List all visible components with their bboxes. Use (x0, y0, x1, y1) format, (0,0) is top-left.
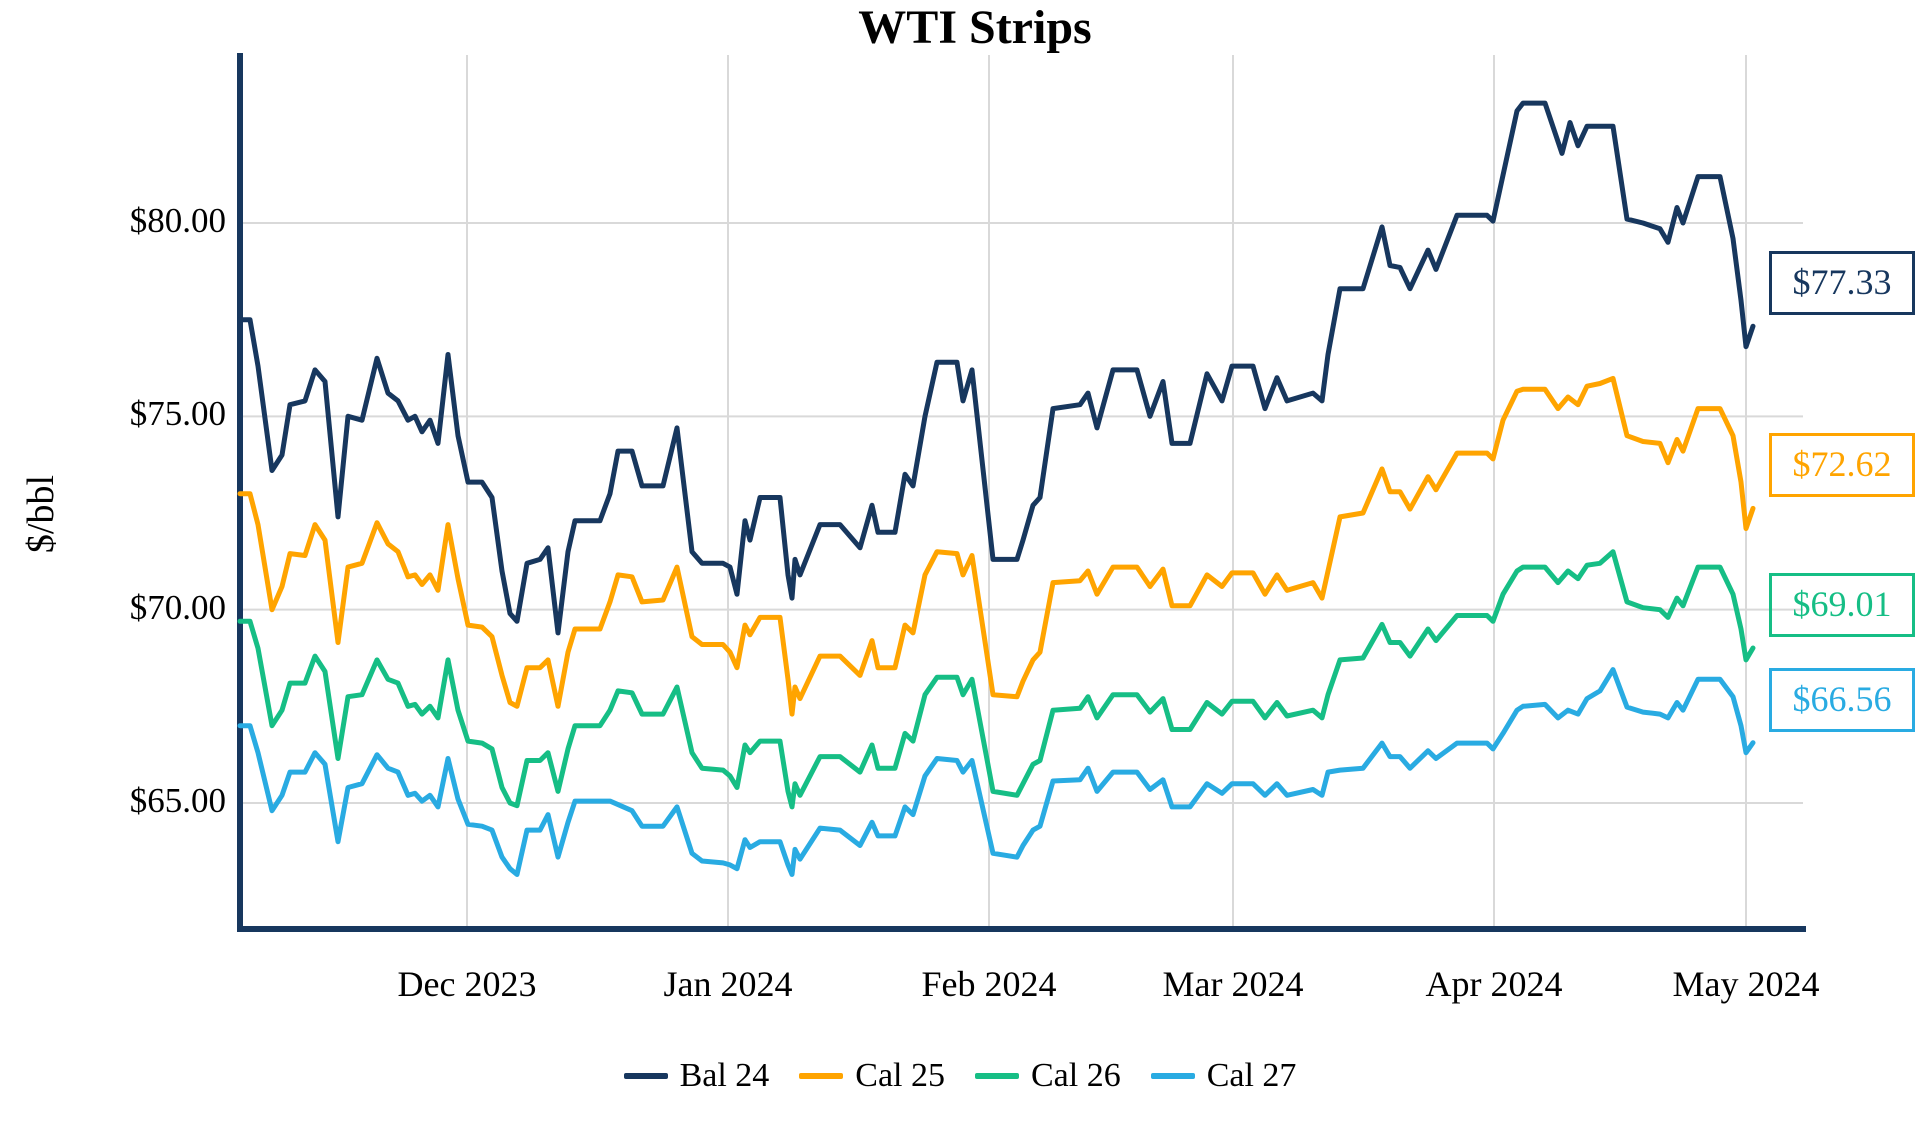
y-tick-label: $70.00 (129, 587, 226, 627)
y-tick-label: $75.00 (129, 394, 226, 434)
x-tick-label: Feb 2024 (921, 964, 1057, 1004)
legend-label: Bal 24 (679, 1057, 770, 1094)
y-tick-label: $65.00 (129, 781, 226, 820)
legend-swatch (975, 1073, 1019, 1079)
series-line (237, 100, 1756, 636)
series-end-value-label: $69.01 (1769, 573, 1915, 637)
legend-label: Cal 25 (855, 1057, 945, 1094)
chart-legend: Bal 24 Cal 25 Cal 26 Cal 27 (0, 1046, 1920, 1106)
legend-label: Cal 27 (1206, 1057, 1297, 1094)
y-axis-label: $/bbl (20, 474, 62, 554)
x-tick-label: Apr 2024 (1425, 964, 1563, 1004)
series-line (237, 667, 1756, 877)
legend-item-cal-26: Cal 26 (975, 1057, 1121, 1095)
legend-item-cal-27: Cal 27 (1150, 1057, 1297, 1095)
legend-item-bal-24: Bal 24 (623, 1057, 770, 1095)
x-tick-label: Jan 2024 (663, 964, 793, 1004)
series-line (237, 375, 1756, 717)
series-end-value-label: $72.62 (1769, 433, 1915, 497)
legend-swatch (1150, 1073, 1195, 1079)
legend-swatch (799, 1073, 844, 1079)
x-axis-line (237, 926, 1806, 932)
series-end-value-label: $66.56 (1769, 668, 1915, 732)
series-end-value-label: $77.33 (1769, 251, 1915, 315)
x-tick-label: May 2024 (1672, 964, 1820, 1004)
x-tick-label: Dec 2023 (397, 964, 537, 1004)
series-line (237, 549, 1756, 810)
x-tick-label: Mar 2024 (1162, 964, 1304, 1004)
legend-swatch (623, 1073, 668, 1079)
chart-title: WTI Strips (858, 1, 1092, 54)
legend-label: Cal 26 (1031, 1057, 1121, 1094)
legend-item-cal-25: Cal 25 (799, 1057, 945, 1095)
y-tick-label: $80.00 (129, 201, 226, 240)
